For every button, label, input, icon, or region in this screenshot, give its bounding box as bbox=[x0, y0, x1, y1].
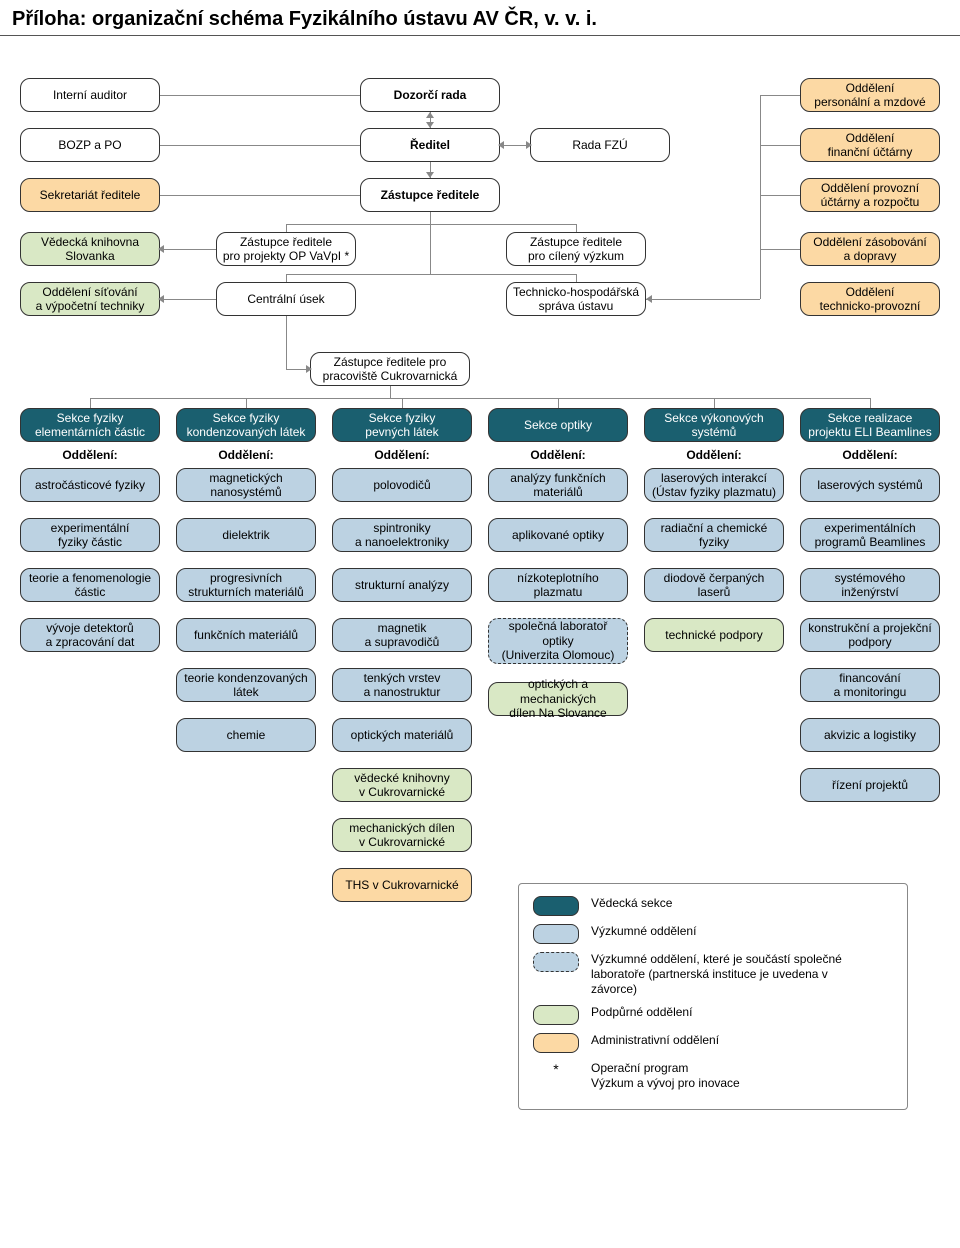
org-box: funkčních materiálů bbox=[176, 618, 316, 652]
legend-text: Výzkumné oddělení bbox=[591, 924, 696, 939]
column-label: Oddělení: bbox=[332, 448, 472, 462]
org-box: laserových interakcí(Ústav fyziky plazma… bbox=[644, 468, 784, 502]
org-box: tenkých vrsteva nanostruktur bbox=[332, 668, 472, 702]
org-box: konstrukční a projekčnípodpory bbox=[800, 618, 940, 652]
org-box: optických a mechanickýchdílen Na Slovanc… bbox=[488, 682, 628, 716]
column-label: Oddělení: bbox=[488, 448, 628, 462]
org-box: vývoje detektorůa zpracování dat bbox=[20, 618, 160, 652]
legend-swatch bbox=[533, 1033, 579, 1053]
org-box: Oddělení zásobovánía dopravy bbox=[800, 232, 940, 266]
org-box: astročásticové fyziky bbox=[20, 468, 160, 502]
org-box: Oddělení síťovánía výpočetní techniky bbox=[20, 282, 160, 316]
org-box: Vědecká knihovnaSlovanka bbox=[20, 232, 160, 266]
org-box: THS v Cukrovarnické bbox=[332, 868, 472, 902]
org-box: Dozorčí rada bbox=[360, 78, 500, 112]
org-box: Sekce fyzikykondenzovaných látek bbox=[176, 408, 316, 442]
org-box: Sekce fyzikypevných látek bbox=[332, 408, 472, 442]
org-box: Zástupce ředitele bbox=[360, 178, 500, 212]
org-box: mechanických dílenv Cukrovarnické bbox=[332, 818, 472, 852]
org-box: dielektrik bbox=[176, 518, 316, 552]
org-box: laserových systémů bbox=[800, 468, 940, 502]
org-box: Centrální úsek bbox=[216, 282, 356, 316]
org-box: Sekce fyzikyelementárních částic bbox=[20, 408, 160, 442]
org-box: aplikované optiky bbox=[488, 518, 628, 552]
org-box: společná laboratořoptiky(Univerzita Olom… bbox=[488, 618, 628, 664]
org-box: teorie a fenomenologiečástic bbox=[20, 568, 160, 602]
legend-swatch bbox=[533, 1005, 579, 1025]
legend-text: Administrativní oddělení bbox=[591, 1033, 719, 1048]
org-box: Technicko-hospodářskáspráva ústavu bbox=[506, 282, 646, 316]
org-box: Zástupce ředitelepro projekty OP VaVpI * bbox=[216, 232, 356, 266]
org-box: Rada FZÚ bbox=[530, 128, 670, 162]
org-box: Sekce výkonovýchsystémů bbox=[644, 408, 784, 442]
legend-swatch bbox=[533, 924, 579, 944]
org-box: řízení projektů bbox=[800, 768, 940, 802]
org-box: BOZP a PO bbox=[20, 128, 160, 162]
org-box: Oddělenífinanční účtárny bbox=[800, 128, 940, 162]
org-box: Sekretariát ředitele bbox=[20, 178, 160, 212]
org-chart-canvas: Interní auditor Dozorčí rada Odděleníperso… bbox=[0, 48, 960, 1248]
org-box: Sekce realizaceprojektu ELI Beamlines bbox=[800, 408, 940, 442]
org-box: Oddělenítechnicko-provozní bbox=[800, 282, 940, 316]
org-box: chemie bbox=[176, 718, 316, 752]
org-box: Oddělenípersonální a mzdové bbox=[800, 78, 940, 112]
column-label: Oddělení: bbox=[800, 448, 940, 462]
org-box: akvizic a logistiky bbox=[800, 718, 940, 752]
org-box: magnetickýchnanosystémů bbox=[176, 468, 316, 502]
org-box: progresivníchstrukturních materiálů bbox=[176, 568, 316, 602]
legend-swatch bbox=[533, 896, 579, 916]
legend-text: Výzkumné oddělení, které je součástí spo… bbox=[591, 952, 851, 997]
column-label: Oddělení: bbox=[644, 448, 784, 462]
legend: Vědecká sekce Výzkumné oddělení Výzkumné o… bbox=[518, 883, 908, 1110]
org-box: nízkoteplotního plazmatu bbox=[488, 568, 628, 602]
org-box: radiační a chemické fyziky bbox=[644, 518, 784, 552]
org-box: spintronikya nanoelektroniky bbox=[332, 518, 472, 552]
org-box: strukturní analýzy bbox=[332, 568, 472, 602]
legend-swatch bbox=[533, 952, 579, 972]
org-box: magnetika supravodičů bbox=[332, 618, 472, 652]
org-box: Oddělení provozníúčtárny a rozpočtu bbox=[800, 178, 940, 212]
org-box: systémového inženýrství bbox=[800, 568, 940, 602]
org-box: experimentálníchprogramů Beamlines bbox=[800, 518, 940, 552]
org-box: experimentálnífyziky částic bbox=[20, 518, 160, 552]
org-box: Interní auditor bbox=[20, 78, 160, 112]
org-box: Zástupce ředitelepro cílený výzkum bbox=[506, 232, 646, 266]
org-box: teorie kondenzovanýchlátek bbox=[176, 668, 316, 702]
legend-text: Podpůrné oddělení bbox=[591, 1005, 692, 1020]
org-box: financovánía monitoringu bbox=[800, 668, 940, 702]
org-box: Zástupce ředitele propracoviště Cukrovar… bbox=[310, 352, 470, 386]
org-box: polovodičů bbox=[332, 468, 472, 502]
org-box: Sekce optiky bbox=[488, 408, 628, 442]
legend-text: Vědecká sekce bbox=[591, 896, 672, 911]
org-box: Ředitel bbox=[360, 128, 500, 162]
org-box: optických materiálů bbox=[332, 718, 472, 752]
org-box: technické podpory bbox=[644, 618, 784, 652]
org-box: analýzy funkčníchmateriálů bbox=[488, 468, 628, 502]
org-box: vědecké knihovnyv Cukrovarnické bbox=[332, 768, 472, 802]
column-label: Oddělení: bbox=[20, 448, 160, 462]
page-title: Příloha: organizační schéma Fyzikálního … bbox=[0, 0, 960, 36]
org-box: diodově čerpanýchlaserů bbox=[644, 568, 784, 602]
column-label: Oddělení: bbox=[176, 448, 316, 462]
